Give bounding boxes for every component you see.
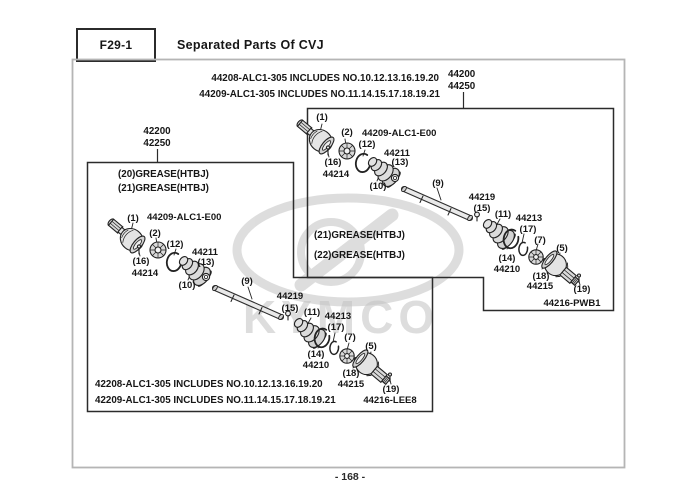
content-border [71, 58, 626, 469]
callout-right-19: (19) [574, 284, 591, 295]
callout-right-44215: 44215 [527, 281, 554, 292]
callout-right-44210: 44210 [494, 264, 520, 275]
callout-left-44214: 44214 [132, 268, 159, 279]
top-note-1: 44208-ALC1-305 INCLUDES NO.10.12.13.16.1… [211, 73, 439, 84]
callout-left-2: (2) [149, 228, 161, 239]
callout-left-13: (13) [198, 257, 215, 268]
callout-right-5: (5) [556, 243, 568, 254]
callout-right-17: (17) [520, 224, 537, 235]
callout-right-44213: 44213 [516, 213, 542, 224]
top-note-2: 44209-ALC1-305 INCLUDES NO.11.14.15.17.1… [199, 89, 440, 100]
callout-right-44214: 44214 [323, 169, 350, 180]
assy-part-no-44250: 44250 [448, 81, 476, 92]
assy-part-no-44200: 44200 [448, 69, 476, 80]
callout-left-44211: 44211 [192, 247, 219, 258]
callout-right-13: (13) [392, 157, 409, 168]
page-number: - 168 - [334, 471, 366, 483]
figure-code-box: F29-1 [76, 28, 156, 62]
left-outer-joint-part-no: 44216-LEE8 [363, 395, 416, 406]
callout-left-44215: 44215 [338, 379, 365, 390]
callout-left-44209: 44209-ALC1-E00 [147, 212, 221, 223]
callout-left-17: (17) [328, 322, 345, 333]
callout-right-44209: 44209-ALC1-E00 [362, 128, 436, 139]
callout-left-16: (16) [133, 256, 150, 267]
left-grease-note-2: (21)GREASE(HTBJ) [118, 183, 209, 194]
callout-left-7: (7) [344, 332, 356, 343]
callout-right-1: (1) [316, 112, 328, 123]
callout-right-10: (10) [370, 181, 387, 192]
callout-left-14: (14) [308, 349, 325, 360]
callout-left-19: (19) [383, 384, 400, 395]
right-outer-joint-part-no: 44216-PWB1 [543, 298, 601, 309]
callout-right-15: (15) [474, 203, 491, 214]
callout-left-18: (18) [343, 368, 360, 379]
callout-left-44219: 44219 [277, 291, 303, 302]
left-grease-note-1: (20)GREASE(HTBJ) [118, 169, 209, 180]
page-title: Separated Parts Of CVJ [177, 38, 324, 52]
callout-left-44210: 44210 [303, 360, 329, 371]
callout-right-44219: 44219 [469, 192, 495, 203]
callout-left-15: (15) [282, 303, 299, 314]
left-includes-note-1: 42208-ALC1-305 INCLUDES NO.10.12.13.16.1… [95, 379, 323, 390]
callout-left-9: (9) [241, 276, 253, 287]
figure-code: F29-1 [99, 38, 133, 52]
right-grease-note-1: (21)GREASE(HTBJ) [314, 230, 405, 241]
callout-right-2: (2) [341, 127, 353, 138]
callout-right-18: (18) [533, 271, 550, 282]
callout-left-11: (11) [304, 307, 320, 318]
callout-right-44211: 44211 [384, 148, 411, 159]
left-includes-note-2: 42209-ALC1-305 INCLUDES NO.11.14.15.17.1… [95, 395, 336, 406]
callout-left-5: (5) [365, 341, 377, 352]
callout-right-9: (9) [432, 178, 444, 189]
callout-right-16: (16) [325, 157, 342, 168]
callout-left-10: (10) [179, 280, 196, 291]
callout-right-11: (11) [495, 209, 511, 220]
assy-part-no-42200: 42200 [143, 126, 171, 137]
assy-part-no-42250: 42250 [143, 138, 171, 149]
callout-left-12: (12) [167, 239, 184, 250]
right-grease-note-2: (22)GREASE(HTBJ) [314, 250, 405, 261]
callout-left-1: (1) [127, 213, 139, 224]
callout-right-14: (14) [499, 253, 516, 264]
watermark-logo [232, 193, 464, 307]
callout-right-7: (7) [534, 235, 546, 246]
right-box-outline [306, 107, 615, 312]
callout-left-44213: 44213 [325, 311, 351, 322]
callout-right-12: (12) [359, 139, 376, 150]
